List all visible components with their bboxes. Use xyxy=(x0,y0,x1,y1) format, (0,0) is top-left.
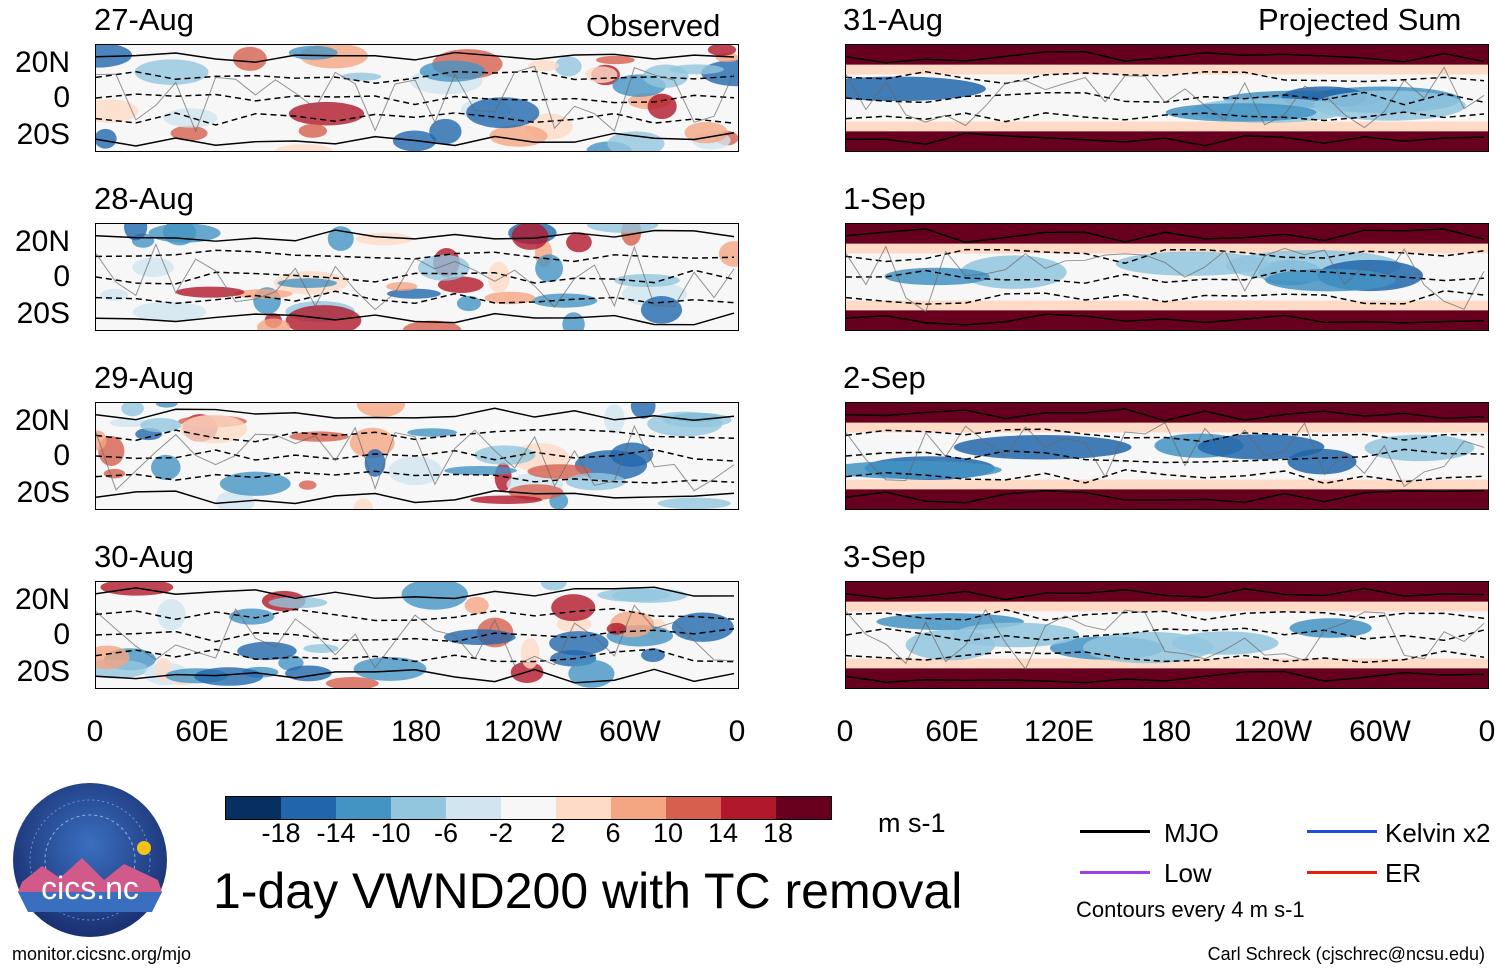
colorbar-tick-3: -10 xyxy=(371,818,411,848)
lat-label-20s-4: 20S xyxy=(16,655,70,688)
observed-header: Observed xyxy=(586,8,721,43)
legend-line-kelvin xyxy=(1307,830,1377,833)
legend-label-mjo: MJO xyxy=(1164,818,1219,848)
date-label-observed-1: 27-Aug xyxy=(94,2,194,37)
map-panel-projected-2 xyxy=(845,223,1489,331)
colorbar-swatch-3 xyxy=(336,797,391,819)
lon-label-right-120w: 120W xyxy=(1233,715,1313,748)
map-field xyxy=(846,224,1488,330)
lon-label-left-120w: 120W xyxy=(483,715,563,748)
cics-logo xyxy=(13,783,167,937)
colorbar-tick-10: 18 xyxy=(762,818,794,848)
map-panel-projected-1 xyxy=(845,44,1489,152)
colorbar-tick-7: 6 xyxy=(605,818,621,848)
colorbar xyxy=(225,796,832,820)
lat-label-0-3: 0 xyxy=(53,439,70,472)
lon-label-right-0-end: 0 xyxy=(1478,715,1496,748)
map-panel-projected-3 xyxy=(845,402,1489,510)
map-panel-observed-2 xyxy=(95,223,739,331)
colorbar-swatch-10 xyxy=(721,797,776,819)
lon-label-right-60e: 60E xyxy=(925,715,979,748)
lat-label-20n-3: 20N xyxy=(14,404,70,437)
date-label-projected-2: 1-Sep xyxy=(843,181,926,216)
lon-label-left-120e: 120E xyxy=(273,715,345,748)
lat-label-0-4: 0 xyxy=(53,618,70,651)
legend-label-low: Low xyxy=(1164,858,1212,888)
legend-line-low xyxy=(1080,871,1150,874)
lat-label-20s-1: 20S xyxy=(16,118,70,151)
lat-label-20n-1: 20N xyxy=(14,46,70,79)
colorbar-swatch-7 xyxy=(556,797,611,819)
lon-label-left-0: 0 xyxy=(86,715,104,748)
colorbar-swatch-11 xyxy=(776,797,831,819)
colorbar-tick-1: -18 xyxy=(261,818,301,848)
colorbar-swatch-4 xyxy=(391,797,446,819)
lat-label-20n-2: 20N xyxy=(14,225,70,258)
date-label-projected-4: 3-Sep xyxy=(843,539,926,574)
colorbar-unit: m s-1 xyxy=(878,808,946,838)
legend-label-er: ER xyxy=(1385,858,1422,888)
colorbar-tick-5: -2 xyxy=(488,818,514,848)
lon-label-right-60w: 60W xyxy=(1349,715,1411,748)
date-label-projected-3: 2-Sep xyxy=(843,360,926,395)
lat-label-0-2: 0 xyxy=(53,260,70,293)
legend-line-mjo xyxy=(1080,830,1150,833)
date-label-projected-1: 31-Aug xyxy=(843,2,943,37)
footer-credit: Carl Schreck (cjschrec@ncsu.edu) xyxy=(1207,944,1485,964)
lon-label-right-0: 0 xyxy=(836,715,854,748)
legend-line-er xyxy=(1307,871,1377,874)
colorbar-swatch-1 xyxy=(226,797,281,819)
lat-label-20n-4: 20N xyxy=(14,583,70,616)
map-field xyxy=(96,224,738,330)
lat-label-20s-2: 20S xyxy=(16,297,70,330)
date-label-observed-2: 28-Aug xyxy=(94,181,194,216)
colorbar-swatch-8 xyxy=(611,797,666,819)
legend-label-kelvin: Kelvin x2 xyxy=(1385,818,1491,848)
lon-label-left-0-end: 0 xyxy=(728,715,746,748)
colorbar-swatch-2 xyxy=(281,797,336,819)
colorbar-tick-4: -6 xyxy=(433,818,459,848)
lon-label-left-180: 180 xyxy=(390,715,442,748)
map-field xyxy=(96,403,738,509)
map-field xyxy=(96,45,738,151)
lon-label-left-60w: 60W xyxy=(599,715,661,748)
map-panel-projected-4 xyxy=(845,581,1489,689)
colorbar-swatch-9 xyxy=(666,797,721,819)
map-field xyxy=(846,582,1488,688)
map-panel-observed-1 xyxy=(95,44,739,152)
map-panel-observed-3 xyxy=(95,402,739,510)
lat-label-0-1: 0 xyxy=(53,81,70,114)
date-label-observed-4: 30-Aug xyxy=(94,539,194,574)
map-field xyxy=(846,403,1488,509)
lon-label-left-60e: 60E xyxy=(175,715,229,748)
colorbar-tick-2: -14 xyxy=(316,818,356,848)
date-label-observed-3: 29-Aug xyxy=(94,360,194,395)
lon-label-right-180: 180 xyxy=(1140,715,1192,748)
colorbar-swatch-5 xyxy=(446,797,501,819)
colorbar-swatch-6 xyxy=(501,797,556,819)
logo-text: cics.nc xyxy=(41,870,139,906)
contour-interval-note: Contours every 4 m s-1 xyxy=(1076,897,1305,922)
projected-header: Projected Sum xyxy=(1258,2,1462,37)
colorbar-tick-6: 2 xyxy=(550,818,566,848)
map-panel-observed-4 xyxy=(95,581,739,689)
colorbar-tick-9: 14 xyxy=(707,818,739,848)
colorbar-tick-8: 10 xyxy=(652,818,684,848)
map-field xyxy=(846,45,1488,151)
map-field xyxy=(96,582,738,688)
lat-label-20s-3: 20S xyxy=(16,476,70,509)
chart-title: 1-day VWND200 with TC removal xyxy=(213,863,963,919)
lon-label-right-120e: 120E xyxy=(1023,715,1095,748)
footer-url[interactable]: monitor.cicsnc.org/mjo xyxy=(12,944,192,964)
